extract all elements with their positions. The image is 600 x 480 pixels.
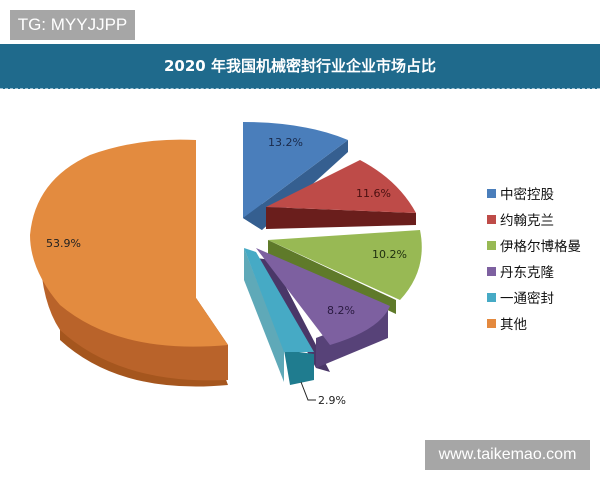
legend-label: 丹东克隆	[500, 265, 554, 281]
legend-swatch-icon	[487, 214, 496, 224]
legend-label: 其他	[500, 317, 527, 333]
legend-label: 一通密封	[500, 291, 554, 307]
title-banner: 2020 年我国机械密封行业企业市场占比	[0, 44, 600, 89]
legend-swatch-icon	[487, 188, 496, 198]
label-zhongmi: 13.2%	[268, 136, 303, 149]
legend-swatch-icon	[487, 318, 496, 328]
legend-label: 中密控股	[500, 187, 554, 203]
label-yitong: 2.9%	[318, 394, 346, 407]
chart-legend: 中密控股 约翰克兰 伊格尔博格曼 丹东克隆 一通密封 其他	[487, 180, 581, 336]
chart-title: 2020 年我国机械密封行业企业市场占比	[164, 57, 436, 75]
label-yigeer: 10.2%	[372, 248, 407, 261]
slice-yuehan: 11.6%	[266, 160, 416, 229]
legend-item: 约翰克兰	[487, 206, 581, 232]
legend-item: 中密控股	[487, 180, 581, 206]
legend-item: 其他	[487, 310, 581, 336]
label-other: 53.9%	[46, 237, 81, 250]
legend-item: 伊格尔博格曼	[487, 232, 581, 258]
legend-swatch-icon	[487, 266, 496, 276]
legend-swatch-icon	[487, 292, 496, 302]
slice-yitong: 2.9%	[244, 248, 346, 407]
label-yuehan: 11.6%	[356, 187, 391, 200]
legend-label: 约翰克兰	[500, 213, 554, 229]
tag-label: TG: MYYJJPP	[10, 10, 135, 40]
pie-chart: 53.9% 13.2% 11.6% 10.2% 8.2% 2.9%	[30, 122, 422, 407]
legend-item: 丹东克隆	[487, 258, 581, 284]
slice-other: 53.9%	[30, 139, 228, 387]
label-dandong: 8.2%	[327, 304, 355, 317]
legend-item: 一通密封	[487, 284, 581, 310]
legend-label: 伊格尔博格曼	[500, 239, 581, 255]
watermark: www.taikemao.com	[425, 440, 590, 470]
legend-swatch-icon	[487, 240, 496, 250]
